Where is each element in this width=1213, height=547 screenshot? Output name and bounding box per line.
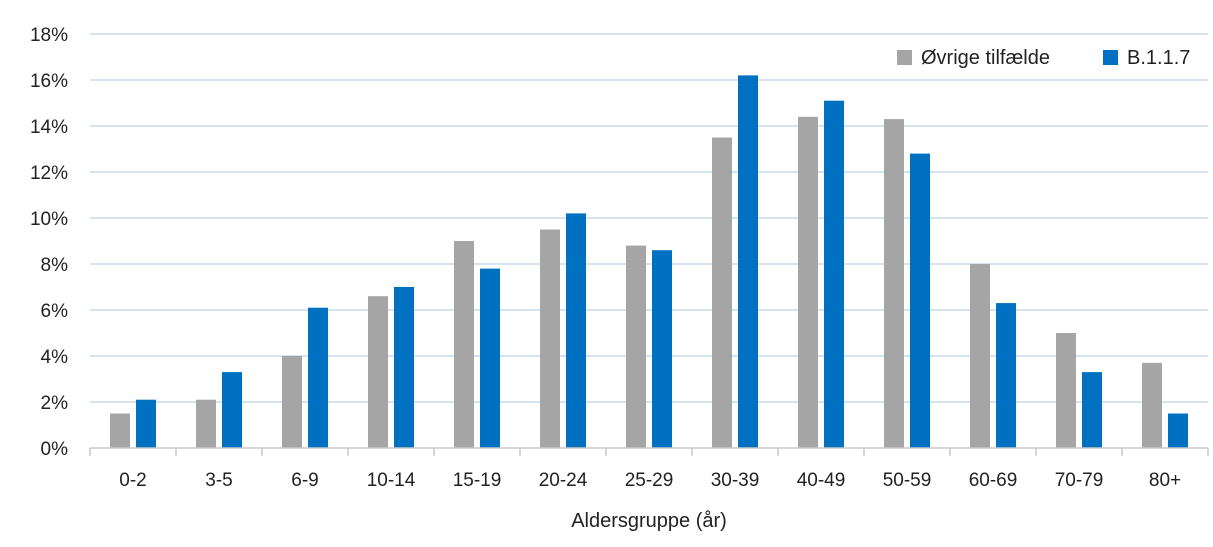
bar-ovrige-3-5 [196, 399, 216, 448]
bar-ovrige-15-19 [454, 241, 474, 448]
y-tick-label: 6% [41, 301, 69, 322]
x-axis-title: Aldersgruppe (år) [571, 510, 727, 532]
x-axis-tick-labels: 0-2 3-5 6-9 10-14 15-19 20-24 25-29 30-39 40-49 5… [119, 470, 1181, 491]
y-tick-label: 14% [30, 117, 68, 138]
bar-b117-6-9 [308, 307, 328, 448]
y-tick-label: 8% [41, 255, 69, 276]
bar-ovrige-6-9 [282, 356, 302, 448]
x-tick-label: 15-19 [453, 470, 502, 491]
bar-b117-10-14 [394, 287, 414, 448]
bar-b117-70-79 [1082, 372, 1102, 448]
legend-swatch [897, 50, 912, 65]
bar-ovrige-20-24 [540, 229, 560, 448]
y-tick-label: 0% [41, 439, 69, 460]
legend-swatch [1103, 50, 1118, 65]
x-tick-label: 30-39 [711, 470, 760, 491]
y-tick-label: 18% [30, 25, 68, 46]
bar-b117-60-69 [996, 303, 1016, 448]
y-tick-label: 4% [41, 347, 69, 368]
bar-b117-40-49 [824, 100, 844, 448]
y-axis-tick-labels: 0% 2% 4% 6% 8% 10% 12% 14% 16% 18% [30, 25, 68, 460]
x-tick-label: 20-24 [539, 470, 588, 491]
bar-b117-80+ [1168, 413, 1188, 448]
bar-ovrige-60-69 [970, 264, 990, 448]
x-axis [89, 447, 1209, 456]
bar-b117-25-29 [652, 250, 672, 448]
y-tick-label: 2% [41, 393, 69, 414]
x-tick-label: 80+ [1149, 470, 1181, 491]
y-tick-label: 10% [30, 209, 68, 230]
bar-ovrige-70-79 [1056, 333, 1076, 448]
x-tick-label: 3-5 [205, 470, 232, 491]
x-tick-label: 40-49 [797, 470, 846, 491]
bars [110, 75, 1188, 449]
bar-b117-0-2 [136, 399, 156, 448]
legend: Øvrige tilfælde B.1.1.7 [897, 47, 1190, 69]
bar-ovrige-40-49 [798, 116, 818, 449]
legend-label: Øvrige tilfælde [921, 47, 1050, 69]
x-tick-label: 60-69 [969, 470, 1018, 491]
bar-b117-30-39 [738, 75, 758, 449]
bar-ovrige-50-59 [884, 119, 904, 448]
x-tick-label: 10-14 [367, 470, 416, 491]
bar-b117-20-24 [566, 213, 586, 448]
bar-ovrige-80+ [1142, 362, 1162, 448]
bar-b117-3-5 [222, 372, 242, 448]
x-tick-label: 0-2 [119, 470, 146, 491]
bar-ovrige-30-39 [712, 137, 732, 448]
legend-label: B.1.1.7 [1127, 47, 1190, 69]
bar-b117-15-19 [480, 268, 500, 448]
x-tick-label: 50-59 [883, 470, 932, 491]
bar-ovrige-25-29 [626, 245, 646, 448]
x-tick-label: 25-29 [625, 470, 674, 491]
gridlines [90, 33, 1208, 403]
x-tick-label: 70-79 [1055, 470, 1104, 491]
y-tick-label: 16% [30, 71, 68, 92]
bar-b117-50-59 [910, 153, 930, 448]
x-tick-label: 6-9 [291, 470, 318, 491]
bar-ovrige-10-14 [368, 296, 388, 448]
y-tick-label: 12% [30, 163, 68, 184]
bar-ovrige-0-2 [110, 413, 130, 448]
